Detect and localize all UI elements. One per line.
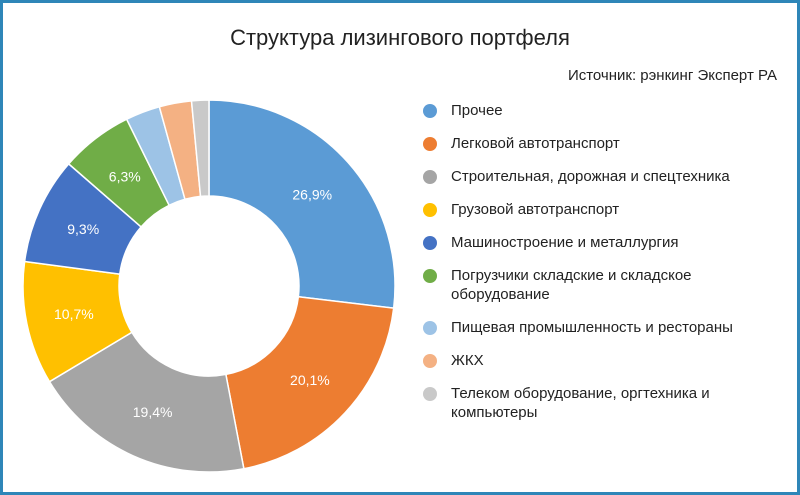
legend-swatch bbox=[423, 236, 437, 250]
slice-label-4: 9,3% bbox=[67, 221, 99, 237]
legend-label: Погрузчики складские и складское оборудо… bbox=[451, 267, 692, 303]
legend-swatch bbox=[423, 170, 437, 184]
legend-swatch bbox=[423, 354, 437, 368]
legend-item: Строительная, дорожная и спецтехника bbox=[423, 167, 783, 186]
donut-chart: 26,9% 20,1% 19,4% 10,7% 9,3% 6,3% bbox=[22, 99, 396, 473]
legend-item: Погрузчики складские и складское оборудо… bbox=[423, 266, 783, 304]
donut-slice-0 bbox=[208, 99, 396, 309]
donut-slice-8 bbox=[190, 99, 210, 198]
slice-label-0: 26,9% bbox=[292, 186, 332, 202]
chart-legend: Прочее Легковой автотранспорт Строительная… bbox=[423, 101, 783, 422]
legend-swatch bbox=[423, 321, 437, 335]
slice-label-2: 19,4% bbox=[133, 404, 173, 420]
legend-item: ЖКХ bbox=[423, 351, 783, 370]
slice-label-1: 20,1% bbox=[290, 372, 330, 388]
legend-label: Строительная, дорожная и спецтехника bbox=[451, 168, 730, 185]
donut-slice-2 bbox=[48, 331, 245, 473]
chart-title: Структура лизингового портфеля bbox=[230, 25, 570, 50]
legend-label: Грузовой автотранспорт bbox=[451, 201, 620, 218]
slice-label-5: 6,3% bbox=[109, 169, 141, 185]
legend-item: Легковой автотранспорт bbox=[423, 134, 783, 153]
legend-swatch bbox=[423, 203, 437, 217]
legend-swatch bbox=[423, 104, 437, 118]
legend-swatch bbox=[423, 269, 437, 283]
legend-item: Грузовой автотранспорт bbox=[423, 200, 783, 219]
legend-item: Машиностроение и металлургия bbox=[423, 233, 783, 252]
legend-item: Пищевая промышленность и рестораны bbox=[423, 318, 783, 337]
legend-label: Телеком оборудование, оргтехника и компь… bbox=[451, 385, 710, 421]
legend-label: Легковой автотранспорт bbox=[451, 135, 620, 152]
legend-label: Прочее bbox=[451, 102, 503, 119]
legend-swatch bbox=[423, 137, 437, 151]
legend-item: Прочее bbox=[423, 101, 783, 120]
legend-label: ЖКХ bbox=[451, 352, 484, 369]
chart-source: Источник: рэнкинг Эксперт РА bbox=[567, 67, 777, 84]
donut-slice-1 bbox=[224, 295, 395, 470]
legend-item: Телеком оборудование, оргтехника и компь… bbox=[423, 384, 783, 422]
legend-label: Пищевая промышленность и рестораны bbox=[451, 319, 733, 336]
legend-label: Машиностроение и металлургия bbox=[451, 234, 679, 251]
slice-label-3: 10,7% bbox=[54, 306, 94, 322]
legend-swatch bbox=[423, 387, 437, 401]
